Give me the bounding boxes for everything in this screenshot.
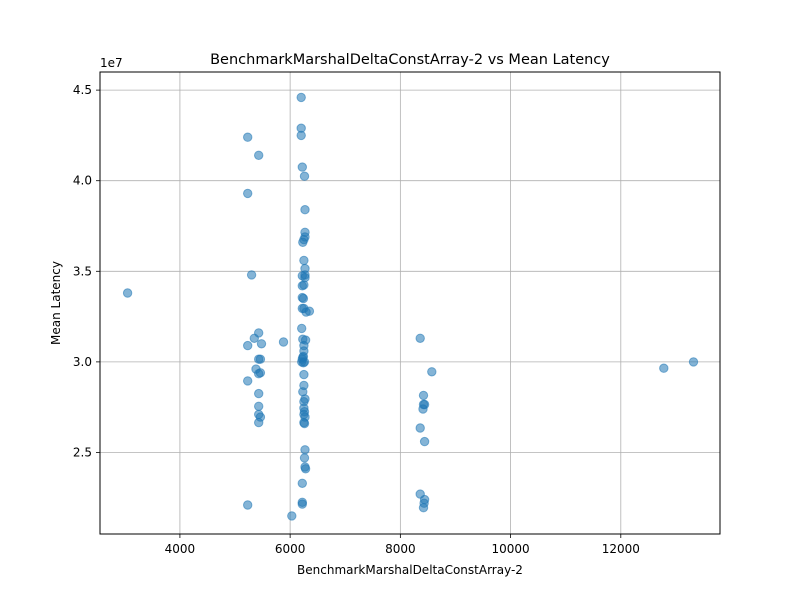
x-tick-label: 8000 [385,542,416,556]
data-point [278,337,289,347]
data-point [256,339,267,349]
y-tick-label: 3.0 [73,355,92,369]
data-point [298,293,309,304]
data-point [297,499,307,509]
x-tick-label: 12000 [602,542,640,556]
data-point [304,306,315,316]
x-tick-label: 10000 [491,542,529,556]
y-tick-label: 2.5 [73,445,92,459]
plot-frame [99,71,721,535]
data-point [300,205,310,215]
data-point [418,390,429,401]
data-point [418,503,429,513]
data-point [297,323,307,334]
x-axis-label: BenchmarkMarshalDeltaConstArray-2 [297,563,523,577]
data-point [254,388,264,399]
data-point [296,130,306,141]
data-point [427,367,437,377]
data-point [246,270,257,280]
data-point [254,401,264,411]
x-tick-label: 4000 [165,542,196,556]
data-point [254,328,264,338]
grid [100,72,720,534]
y-tick-label: 4.5 [73,83,92,97]
data-point [419,399,430,410]
data-point [299,255,309,266]
data-point [299,171,310,181]
data-point [299,357,310,367]
y-axis-offset-label: 1e7 [100,56,123,70]
data-point [243,500,253,510]
data-points [122,92,699,521]
data-point [254,150,264,161]
data-point [415,333,425,343]
data-point [255,354,266,364]
data-point [299,453,310,463]
data-point [300,445,310,455]
chart-title: BenchmarkMarshalDeltaConstArray-2 vs Mea… [210,52,610,68]
axis-ticks: 4000 6000 8000 10000 12000 2.5 3.0 3.5 4.0 4.5 [73,83,640,556]
data-point [688,357,699,367]
data-point [243,340,253,351]
data-point [298,237,308,248]
data-point [287,511,297,521]
data-point [255,368,266,378]
data-point [415,423,425,433]
x-tick-label: 6000 [275,542,306,556]
y-tick-label: 3.5 [73,264,92,278]
data-point [296,92,306,103]
data-point [300,464,311,474]
data-point [243,132,253,142]
data-point [243,188,253,199]
data-point [300,270,310,280]
y-axis-label: Mean Latency [49,261,63,345]
data-point [297,162,307,172]
y-tick-label: 4.0 [73,174,92,188]
data-point [122,288,133,298]
data-point [299,280,309,290]
data-point [297,478,307,488]
data-point [255,412,266,422]
data-point [299,369,309,380]
data-point [243,376,253,386]
data-point [659,363,669,373]
data-point [419,436,430,447]
data-point [299,418,310,429]
